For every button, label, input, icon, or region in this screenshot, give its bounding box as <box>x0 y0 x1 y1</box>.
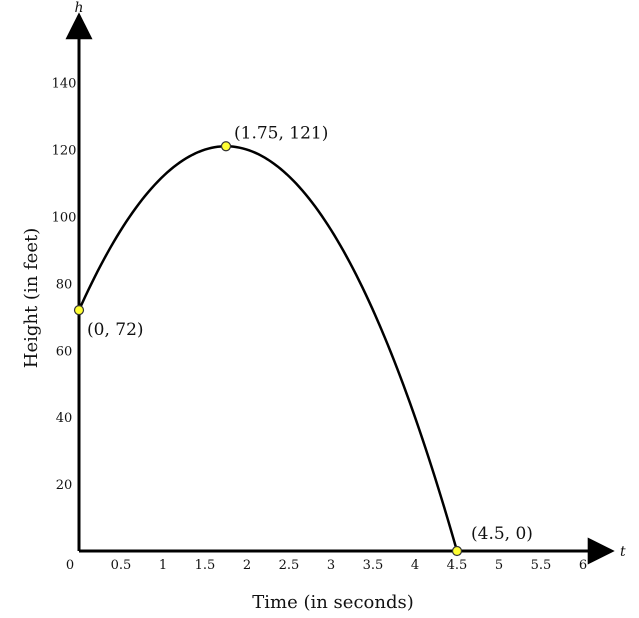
x-tick-label: 6 <box>579 558 587 573</box>
x-tick-label: 1.5 <box>195 558 216 573</box>
x-axis-variable: t <box>620 544 626 560</box>
y-tick-label: 140 <box>52 77 77 92</box>
x-tick-label: 4 <box>411 558 419 573</box>
y-axis-variable: h <box>74 0 83 16</box>
y-tick-label: 20 <box>56 478 73 493</box>
data-point-label: (4.5, 0) <box>471 524 533 544</box>
x-tick-label: 3 <box>327 558 335 573</box>
x-axis-title: Time (in seconds) <box>252 592 413 613</box>
data-point <box>451 545 463 557</box>
x-tick-labels: 0.5 1 1.5 2 2.5 3 3.5 4 4.5 5 5.5 6 <box>111 558 587 573</box>
x-tick-label: 5 <box>495 558 503 573</box>
y-tick-label: 100 <box>52 211 77 226</box>
data-point-label: (1.75, 121) <box>234 123 328 143</box>
key-points: (0, 72) (1.75, 121) (4.5, 0) <box>73 123 533 557</box>
data-point <box>220 141 232 152</box>
data-point-label: (0, 72) <box>87 320 144 340</box>
height-curve <box>77 145 459 552</box>
x-tick-label: 1 <box>159 558 167 573</box>
y-tick-label: 40 <box>56 411 73 426</box>
x-tick-label: 2.5 <box>279 558 300 573</box>
y-tick-label: 80 <box>56 277 73 292</box>
x-tick-label: 2 <box>243 558 251 573</box>
x-tick-label: 0.5 <box>111 558 132 573</box>
y-axis-title: Height (in feet) <box>21 228 42 369</box>
x-tick-label: 4.5 <box>447 558 468 573</box>
x-tick-label: 3.5 <box>363 558 384 573</box>
axes <box>65 12 615 565</box>
data-point <box>73 305 85 316</box>
y-tick-label: 120 <box>52 144 77 159</box>
x-tick-label: 5.5 <box>531 558 552 573</box>
y-tick-labels: 20 40 60 80 100 120 140 <box>52 77 77 493</box>
y-tick-label: 60 <box>56 344 73 359</box>
origin-label: 0 <box>66 558 74 573</box>
